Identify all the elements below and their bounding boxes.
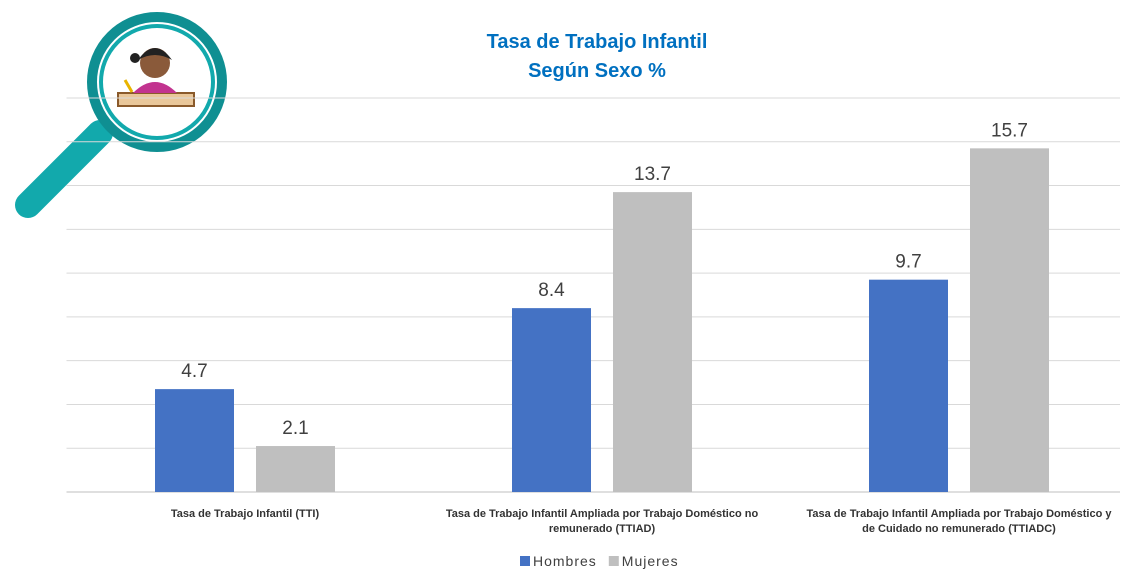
chart-subtitle: Según Sexo % — [528, 60, 666, 82]
legend-label: Mujeres — [622, 553, 679, 569]
x-tick-label: Tasa de Trabajo Infantil Ampliada por Tr… — [799, 507, 1119, 537]
value-label: 4.7 — [181, 361, 207, 382]
bar — [970, 148, 1049, 492]
legend-swatch — [520, 556, 530, 566]
bar — [613, 192, 692, 492]
value-label: 13.7 — [634, 164, 671, 185]
magnifier-icon — [28, 17, 222, 205]
x-tick-label: Tasa de Trabajo Infantil Ampliada por Tr… — [442, 507, 762, 537]
value-label: 2.1 — [282, 418, 308, 439]
bar — [869, 280, 948, 492]
x-tick-label: Tasa de Trabajo Infantil (TTI) — [85, 507, 405, 522]
bar — [512, 308, 591, 492]
bar — [155, 389, 234, 492]
chart-title: Tasa de Trabajo Infantil — [487, 31, 708, 53]
value-label: 9.7 — [895, 252, 921, 273]
bar — [256, 446, 335, 492]
chart: Tasa de Trabajo Infantil Según Sexo % 4.… — [0, 0, 1122, 571]
legend-swatch — [609, 556, 619, 566]
page: Tasa de Trabajo Infantil Según Sexo % 4.… — [0, 0, 1122, 571]
value-label: 8.4 — [538, 280, 565, 301]
legend-label: Hombres — [533, 553, 597, 569]
value-label: 15.7 — [991, 120, 1028, 141]
